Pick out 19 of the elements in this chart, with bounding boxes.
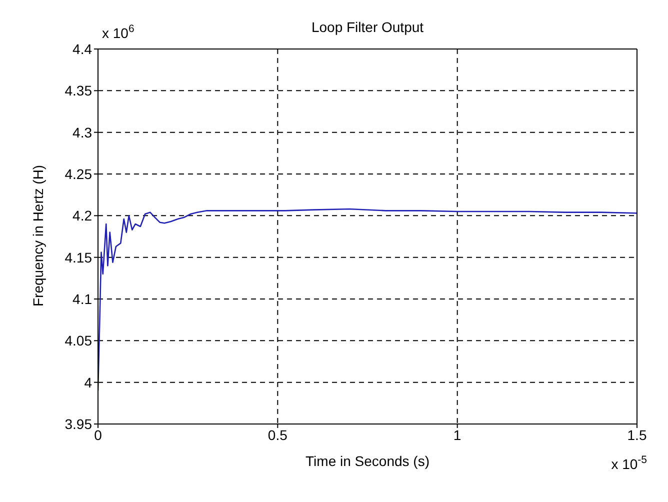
x-tick-label: 0.5 <box>268 426 288 443</box>
x-tick-label: 1 <box>453 426 462 443</box>
y-tick-label: 3.95 <box>64 416 92 432</box>
y-tick-label: 4.2 <box>72 208 92 224</box>
y-tick-label: 4.3 <box>72 124 92 140</box>
x-tick-label: 1.5 <box>627 426 647 443</box>
y-tick-label: 4 <box>84 374 92 390</box>
text: x 10$^{-5}$ <box>611 454 648 472</box>
text: x 10$^{6}$ <box>102 23 134 41</box>
y-tick-label: 4.15 <box>64 249 92 266</box>
x-tick-label: 0 <box>94 426 102 443</box>
y-tick-label: 4.25 <box>64 166 92 182</box>
x-axis-title: Time in Seconds (s) <box>306 453 430 469</box>
y-tick-label: 4.1 <box>72 290 92 307</box>
y-tick-label: 4.05 <box>64 332 92 349</box>
chart-title: Loop Filter Output <box>311 19 424 35</box>
y-tick-label: 4.35 <box>64 82 92 99</box>
y-tick-label: 4.4 <box>72 40 92 57</box>
y-axis-title: Frequency in Hertz (H) <box>30 164 46 306</box>
